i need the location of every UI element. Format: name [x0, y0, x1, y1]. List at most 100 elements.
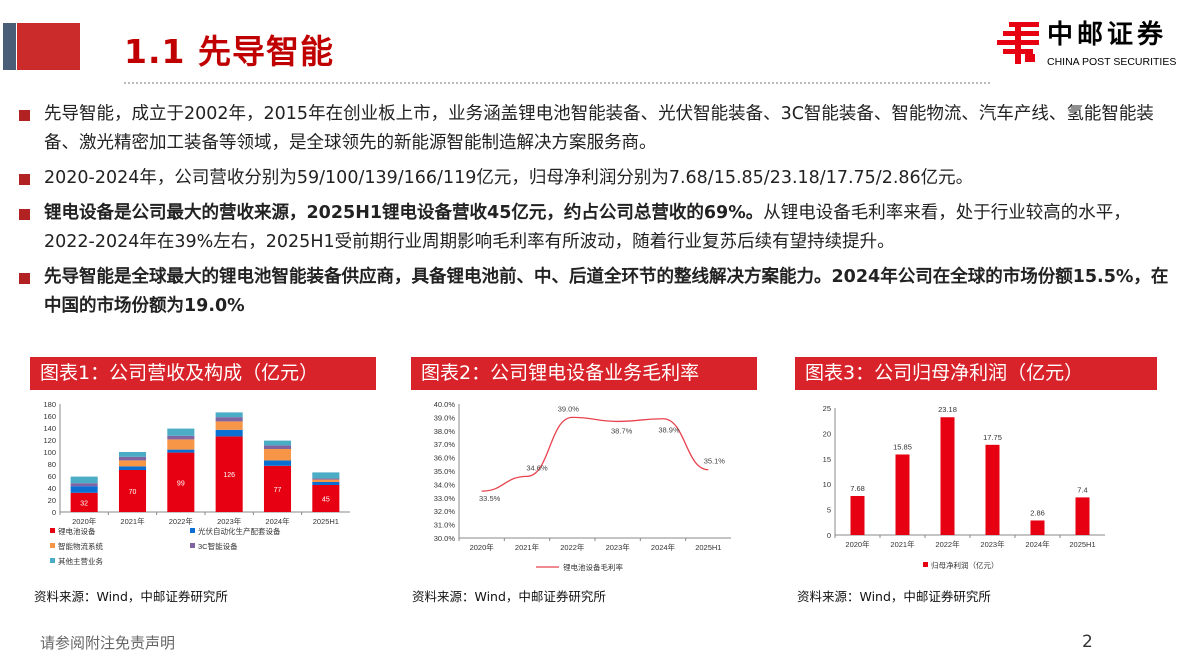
bar-segment [118, 452, 147, 457]
y-tick-label: 0 [827, 531, 831, 540]
bullet-list: 先导智能，成立于2002年，2015年在创业板上市，业务涵盖锂电池智能装备、光伏… [18, 100, 1178, 327]
x-tick-label: 2020年 [845, 539, 870, 549]
chart-source: 资料来源：Wind，中邮证券研究所 [412, 589, 606, 604]
bar-segment [263, 449, 292, 461]
bullet-item: 先导智能是全球最大的锂电池智能装备供应商，具备锂电池前、中、后道全环节的整线解决… [18, 263, 1178, 321]
bar-segment [167, 435, 195, 440]
bar-segment [263, 460, 292, 466]
legend-swatch [923, 562, 928, 567]
y-tick-label: 33.0% [434, 494, 456, 503]
bar-segment [215, 436, 243, 512]
bar-segment [118, 470, 147, 512]
bar-segment [312, 485, 340, 512]
data-label: 23.18 [938, 405, 957, 414]
bullet-item: 2020-2024年，公司营收分别为59/100/139/166/119亿元，归… [18, 164, 1178, 193]
data-label: 34.6% [526, 463, 548, 472]
y-tick-label: 60 [48, 472, 56, 481]
y-tick-label: 34.0% [434, 480, 456, 489]
bar-segment [70, 492, 98, 512]
data-label: 38.7% [611, 426, 633, 435]
y-tick-label: 37.0% [434, 440, 456, 449]
profit-bar-chart: 0 5 10 15 20 25 2020年 2021年 2022年 2023年 2024年 2025H… [823, 404, 1105, 570]
logo-text-en: CHINA POST SECURITIES [1047, 56, 1177, 68]
bullet-text: 先导智能是全球最大的锂电池智能装备供应商，具备锂电池前、中、后道全环节的整线解决… [44, 267, 1169, 316]
data-label: 99 [177, 480, 185, 487]
data-label: 32 [80, 500, 88, 507]
x-tick-label: 2024年 [265, 516, 290, 526]
legend-label: 锂电池设备毛利率 [563, 562, 623, 572]
y-tick-label: 140 [43, 424, 56, 433]
data-label: 39.0% [558, 404, 580, 413]
bullet-bold-text: 锂电设备是公司最大的营收来源，2025H1锂电设备营收45亿元，约占公司总营收的… [44, 203, 764, 223]
bar-segment [312, 478, 340, 480]
chart-source: 资料来源：Wind，中邮证券研究所 [797, 589, 991, 604]
page-number: 2 [1082, 632, 1093, 652]
bar-segment [118, 456, 147, 461]
x-tick-label: 2023年 [606, 542, 631, 552]
y-tick-label: 36.0% [434, 454, 456, 463]
header-accent-bar [3, 23, 16, 70]
data-label: 17.75 [983, 433, 1002, 442]
y-tick-label: 25 [823, 404, 831, 413]
x-tick-label: 2021年 [890, 539, 915, 549]
bar-segment [215, 417, 243, 422]
y-tick-label: 0 [52, 508, 56, 517]
x-tick-label: 2022年 [935, 539, 960, 549]
china-post-logo-icon [997, 22, 1039, 64]
y-tick-label: 80 [48, 460, 56, 469]
disclaimer-note: 请参阅附注免责声明 [40, 634, 176, 652]
y-tick-label: 15 [823, 455, 831, 464]
header-accent-block [17, 23, 80, 70]
bar-segment [263, 445, 292, 449]
chart-panel-margin: 图表2：公司锂电设备业务毛利率 30.0% 31.0% 32.0% 33.0% 34.0… [411, 357, 757, 584]
bullet-text: 先导智能，成立于2002年，2015年在创业板上市，业务涵盖锂电池智能装备、光伏… [44, 104, 1154, 153]
x-tick-label: 2023年 [980, 539, 1005, 549]
y-tick-label: 5 [827, 506, 831, 515]
bullet-text: 2020-2024年，公司营收分别为59/100/139/166/119亿元，归… [44, 168, 974, 188]
data-label: 70 [129, 489, 137, 496]
data-label: 45 [322, 497, 330, 504]
bar-segment [167, 452, 195, 512]
chart-source: 资料来源：Wind，中邮证券研究所 [34, 589, 228, 604]
data-label: 7.4 [1077, 485, 1087, 494]
data-label: 15.85 [893, 442, 912, 451]
bar-segment [70, 483, 98, 487]
x-tick-label: 2024年 [1025, 539, 1050, 549]
chart-panel-profit: 图表3：公司归母净利润（亿元） 0 5 10 15 20 25 2020年 2021年 2022… [795, 357, 1157, 584]
chart-title: 图表3：公司归母净利润（亿元） [795, 357, 1157, 390]
series-line [481, 416, 709, 492]
bar-segment [70, 486, 98, 493]
data-label: 38.9% [658, 426, 680, 435]
y-tick-label: 31.0% [434, 521, 456, 530]
chart-title: 图表2：公司锂电设备业务毛利率 [411, 357, 757, 390]
chart-panel-revenue: 图表1：公司营收及构成（亿元） 0 20 40 60 80 100 120 140 160 180… [30, 357, 376, 584]
bar-segment [312, 482, 340, 485]
bar-segment [215, 421, 243, 430]
bar [895, 454, 910, 535]
legend-label: 锂电池设备 [58, 526, 96, 536]
bar [985, 444, 1000, 535]
y-tick-label: 160 [43, 412, 56, 421]
bar [850, 495, 865, 535]
x-tick-label: 2020年 [72, 516, 97, 526]
x-tick-label: 2025H1 [1069, 540, 1095, 549]
bullet-item: 先导智能，成立于2002年，2015年在创业板上市，业务涵盖锂电池智能装备、光伏… [18, 100, 1178, 158]
data-label: 2.86 [1030, 508, 1045, 517]
y-tick-label: 100 [43, 448, 56, 457]
x-tick-label: 2020年 [470, 542, 495, 552]
bar-segment [70, 476, 98, 484]
legend-swatch [190, 528, 195, 533]
y-tick-label: 180 [43, 400, 56, 409]
bar-segment [312, 479, 340, 482]
company-logo: 中邮证券 CHINA POST SECURITIES [995, 20, 1180, 72]
y-tick-label: 38.0% [434, 427, 456, 436]
x-tick-label: 2022年 [169, 516, 194, 526]
bar-segment [118, 466, 147, 470]
legend-swatch [50, 558, 55, 563]
data-label: 77 [274, 487, 282, 494]
legend-swatch [50, 543, 55, 548]
margin-line-chart: 30.0% 31.0% 32.0% 33.0% 34.0% 35.0% 36.0% 37.0%… [434, 400, 731, 572]
bar-segment [263, 465, 292, 512]
bar-segment [215, 412, 243, 418]
legend-label: 归母净利润（亿元） [931, 560, 999, 570]
